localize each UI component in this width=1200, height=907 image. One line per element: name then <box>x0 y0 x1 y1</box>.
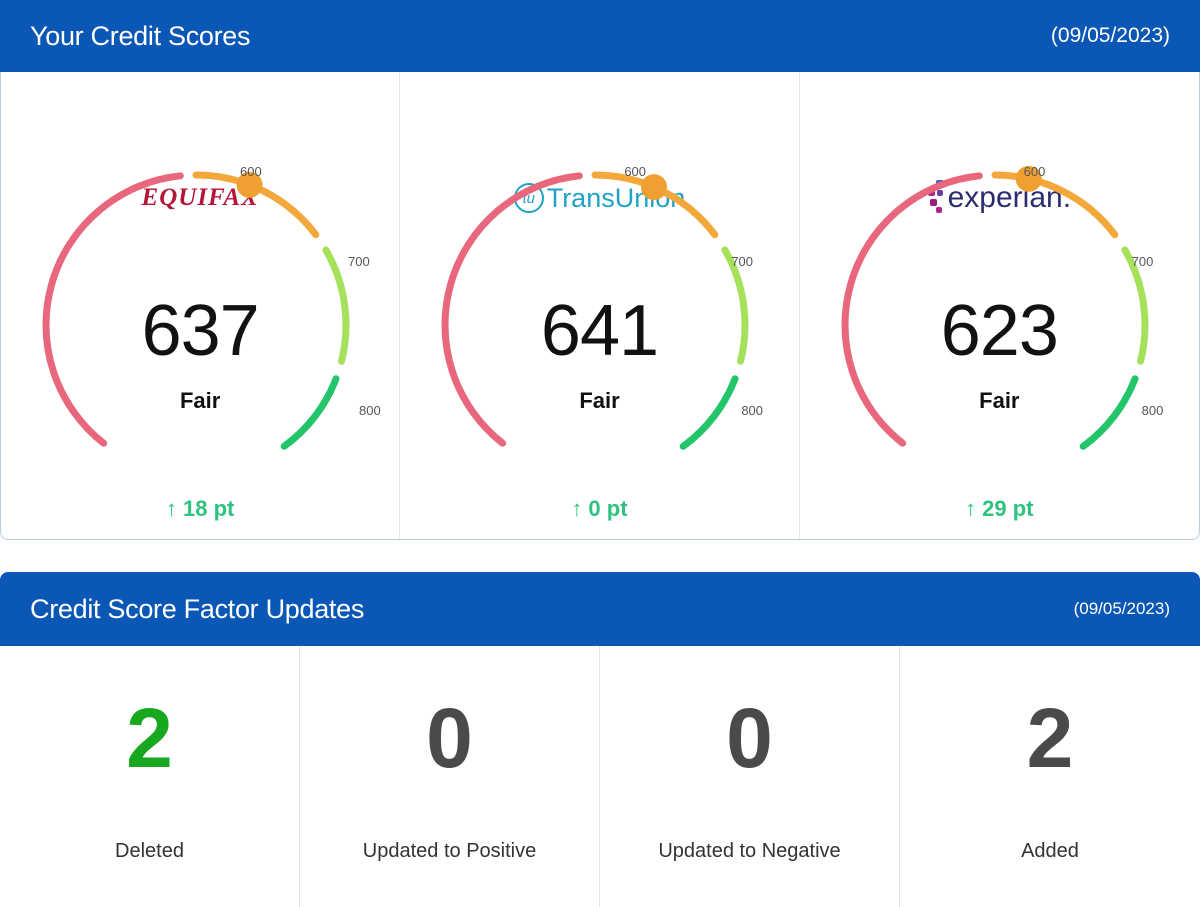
gauge-score-marker <box>1015 165 1042 192</box>
factor-updated-positive[interactable]: 0 Updated to Positive <box>300 646 600 907</box>
factor-deleted[interactable]: 2 Deleted <box>0 646 300 907</box>
gauge-segment-poor <box>42 172 184 447</box>
score-change-value: 0 pt <box>588 496 628 521</box>
factor-label: Updated to Positive <box>362 840 537 862</box>
gauge-segment-good <box>721 246 749 365</box>
gauge-segment-fair <box>192 171 320 239</box>
gauge-segment-poor <box>841 172 983 447</box>
bureau-card-transunion[interactable]: tu TransUnion 600 700 800 641 Fair ↑ 0 pt <box>400 72 800 539</box>
factor-count: 0 <box>726 691 773 785</box>
tick-label-600: 600 <box>240 164 262 179</box>
tick-label-800: 800 <box>359 403 381 418</box>
tick-label-700: 700 <box>1131 254 1154 269</box>
gauge-segment-excellent <box>280 375 340 450</box>
factor-updates-body: 2 Deleted 0 Updated to Positive 0 Update… <box>0 646 1200 907</box>
factor-label: Added <box>1021 840 1079 862</box>
factor-count: 0 <box>426 691 473 785</box>
score-rating: Fair <box>979 388 1020 413</box>
score-gauge <box>42 171 350 450</box>
gauge-segment-poor <box>441 172 584 447</box>
score-change: ↑ 18 pt <box>1 496 399 522</box>
gauge-segment-good <box>1121 246 1149 365</box>
credit-scores-body: EQUIFAX 600 700 800 637 Fair ↑ 18 pt tu T… <box>0 72 1200 540</box>
score-value: 623 <box>940 291 1059 371</box>
tick-label-800: 800 <box>1141 403 1164 418</box>
factor-count: 2 <box>1026 691 1074 785</box>
bureau-card-equifax[interactable]: EQUIFAX 600 700 800 637 Fair ↑ 18 pt <box>1 72 401 539</box>
factor-updated-negative[interactable]: 0 Updated to Negative <box>600 646 900 907</box>
factor-label: Deleted <box>115 840 184 862</box>
factor-label: Updated to Negative <box>658 840 841 862</box>
gauge-score-marker <box>641 174 668 201</box>
score-change-value: 18 pt <box>182 496 235 521</box>
tick-label-600: 600 <box>1023 164 1046 179</box>
gauge-segment-excellent <box>1079 375 1139 450</box>
factor-added[interactable]: 2 Added <box>900 646 1200 907</box>
score-change: ↑ 29 pt <box>800 496 1199 522</box>
factor-updates-date: (09/05/2023) <box>1073 599 1170 618</box>
tick-label-700: 700 <box>731 254 754 269</box>
score-rating: Fair <box>579 388 620 413</box>
gauge-segment-excellent <box>679 375 739 450</box>
credit-scores-date: (09/05/2023) <box>1050 24 1170 47</box>
arrow-up-icon: ↑ <box>571 496 583 521</box>
tick-label-700: 700 <box>348 254 370 269</box>
gauge-score-marker <box>236 171 263 198</box>
tick-label-800: 800 <box>741 403 764 418</box>
arrow-up-icon: ↑ <box>965 496 977 521</box>
gauge-segment-good <box>322 246 350 365</box>
credit-scores-header: Your Credit Scores (09/05/2023) <box>0 0 1200 72</box>
score-gauge <box>441 171 749 450</box>
gauge-segment-fair <box>991 171 1118 239</box>
score-value: 641 <box>540 291 659 371</box>
factor-count: 2 <box>126 691 173 785</box>
score-rating: Fair <box>179 388 221 413</box>
tick-label-600: 600 <box>624 164 647 179</box>
bureau-card-experian[interactable]: experian. 600 700 800 623 Fair ↑ 29 pt <box>800 72 1199 539</box>
arrow-up-icon: ↑ <box>165 496 177 521</box>
score-change-value: 29 pt <box>982 496 1034 521</box>
factor-updates-header: Credit Score Factor Updates (09/05/2023) <box>0 572 1200 646</box>
credit-scores-title: Your Credit Scores <box>30 20 251 51</box>
factor-updates-title: Credit Score Factor Updates <box>30 593 365 624</box>
score-gauge <box>841 165 1149 450</box>
score-change: ↑ 0 pt <box>400 496 798 522</box>
score-value: 637 <box>141 291 260 371</box>
